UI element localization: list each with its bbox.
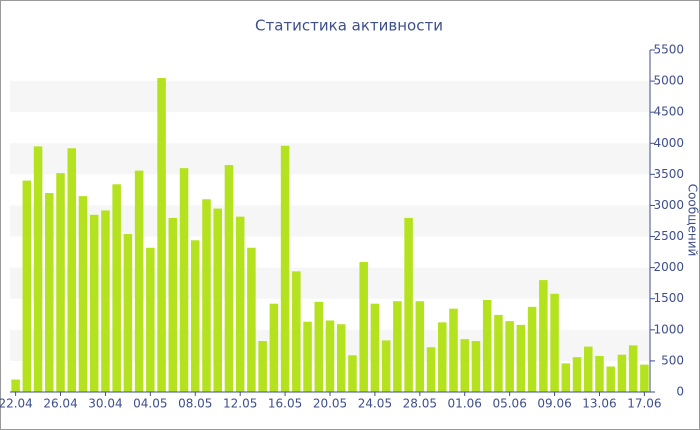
bar: [157, 77, 166, 393]
bar: [202, 199, 211, 392]
x-tick-label: 05.06: [492, 397, 526, 411]
x-tick-label: 26.04: [43, 397, 77, 411]
x-tick-label: 28.05: [403, 397, 437, 411]
bar: [617, 354, 627, 392]
chart-title: Статистика активности: [255, 17, 443, 35]
bar: [224, 165, 234, 392]
bar: [258, 341, 267, 392]
x-tick-label: 13.06: [582, 397, 616, 411]
bar: [550, 293, 559, 392]
y-tick-label: 2000: [653, 260, 684, 274]
x-tick-label: 08.05: [178, 397, 212, 411]
bar: [460, 339, 470, 392]
y-axis-label: Сообщений: [686, 184, 700, 257]
y-tick-label: 2500: [653, 229, 684, 243]
bar: [640, 364, 649, 392]
grid-band: [10, 143, 650, 175]
y-tick-label: 4000: [653, 136, 684, 150]
grid-band: [10, 81, 650, 113]
bar: [595, 355, 604, 392]
bar: [134, 170, 144, 392]
bar: [78, 196, 88, 392]
bar: [89, 214, 99, 392]
bar: [426, 347, 436, 392]
bar: [572, 357, 582, 392]
bar: [404, 217, 413, 392]
bar: [325, 320, 335, 392]
bar: [539, 280, 548, 392]
bar: [370, 303, 380, 392]
y-tick-label: 5000: [653, 74, 684, 88]
bar: [628, 345, 638, 392]
y-tick-label: 4500: [653, 105, 684, 119]
bar: [292, 271, 301, 392]
bar: [56, 173, 65, 392]
x-tick-label: 09.06: [537, 397, 571, 411]
bar: [11, 379, 20, 392]
bar: [494, 314, 503, 392]
bar: [449, 308, 458, 392]
bar: [67, 148, 77, 392]
bar: [247, 247, 256, 392]
bar: [516, 324, 526, 392]
x-tick-label: 12.05: [223, 397, 257, 411]
bar: [505, 321, 514, 392]
bar: [123, 234, 133, 392]
bar: [438, 322, 447, 392]
x-tick-label: 16.05: [268, 397, 302, 411]
y-tick-label: 5500: [653, 43, 684, 57]
bar: [112, 184, 121, 392]
y-tick-label: 500: [661, 353, 684, 367]
bar: [314, 301, 324, 392]
bar: [303, 321, 312, 392]
bar: [179, 168, 189, 392]
bar: [280, 145, 290, 392]
x-tick-label: 24.05: [358, 397, 392, 411]
bar: [471, 341, 481, 392]
bar: [381, 340, 391, 392]
bar: [146, 247, 155, 392]
bar: [101, 210, 110, 392]
bar: [359, 262, 368, 392]
x-tick-label: 01.06: [448, 397, 482, 411]
bar: [561, 363, 571, 392]
bar: [168, 217, 178, 392]
bar: [269, 303, 279, 392]
x-tick-label: 04.05: [133, 397, 167, 411]
bar: [33, 146, 43, 392]
y-tick-label: 1000: [653, 322, 684, 336]
bar: [213, 208, 222, 392]
bar: [482, 299, 492, 392]
y-tick-label: 3500: [653, 167, 684, 181]
x-tick-label: 20.05: [313, 397, 347, 411]
bar: [190, 240, 200, 392]
y-tick-label: 1500: [653, 291, 684, 305]
y-tick-label: 0: [676, 385, 684, 399]
bar: [336, 324, 346, 392]
x-tick-label: 17.06: [627, 397, 661, 411]
bar: [348, 355, 357, 392]
bar: [527, 306, 537, 392]
bar: [583, 346, 593, 392]
bar: [606, 366, 615, 392]
bar: [415, 301, 425, 392]
bar: [235, 216, 245, 392]
x-tick-label: 22.04: [0, 397, 33, 411]
y-tick-label: 3000: [653, 198, 684, 212]
bar: [393, 301, 402, 392]
bar: [22, 180, 32, 392]
x-tick-label: 30.04: [88, 397, 122, 411]
bar: [45, 193, 54, 392]
